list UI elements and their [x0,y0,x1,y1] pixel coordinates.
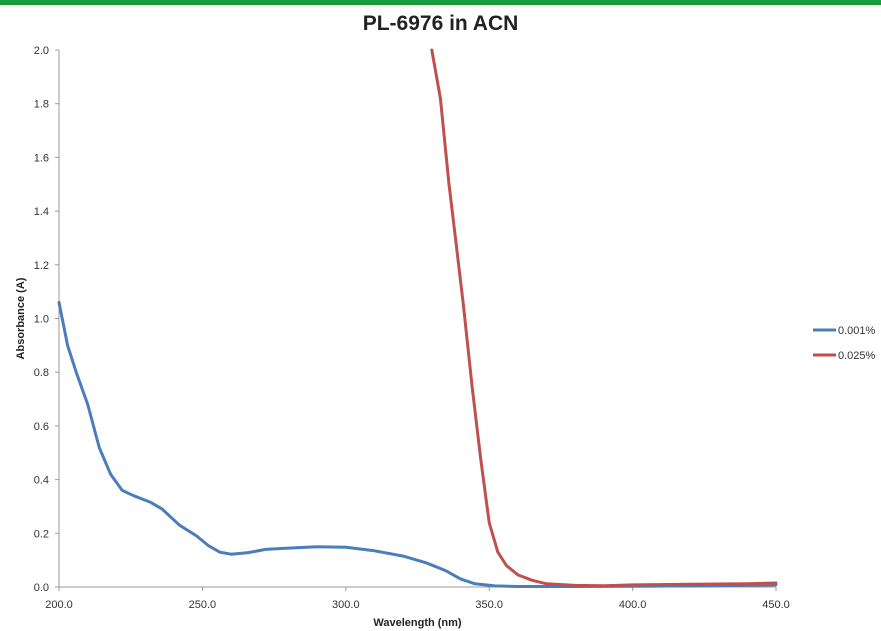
top-accent-bar [0,0,881,5]
y-tick-label: 0.6 [34,421,49,433]
y-axis-title: Absorbance (A) [15,277,27,359]
y-tick-label: 0.4 [34,475,49,487]
y-tick-label: 0.2 [34,528,49,540]
x-tick-label: 250.0 [189,599,217,611]
legend-label-2: 0.025% [838,350,876,362]
y-tick-label: 1.0 [34,314,49,326]
y-tick-label: 1.4 [34,206,49,218]
y-tick-label: 2.0 [34,45,49,57]
y-tick-label: 0.0 [34,582,49,594]
y-tick-label: 1.2 [34,260,49,272]
x-tick-label: 450.0 [762,599,790,611]
series-line-2 [430,48,778,588]
chart-title: PL-6976 in ACN [362,12,519,35]
y-tick-label: 1.8 [34,99,49,111]
x-tick-label: 200.0 [45,599,73,611]
legend-label-1: 0.001% [838,325,876,337]
series-line-1 [57,300,778,588]
x-tick-label: 300.0 [332,599,360,611]
x-tick-label: 400.0 [619,599,647,611]
x-axis-title: Wavelength (nm) [373,617,462,629]
y-tick-label: 1.6 [34,152,49,164]
x-tick-label: 350.0 [475,599,503,611]
y-tick-label: 0.8 [34,367,49,379]
